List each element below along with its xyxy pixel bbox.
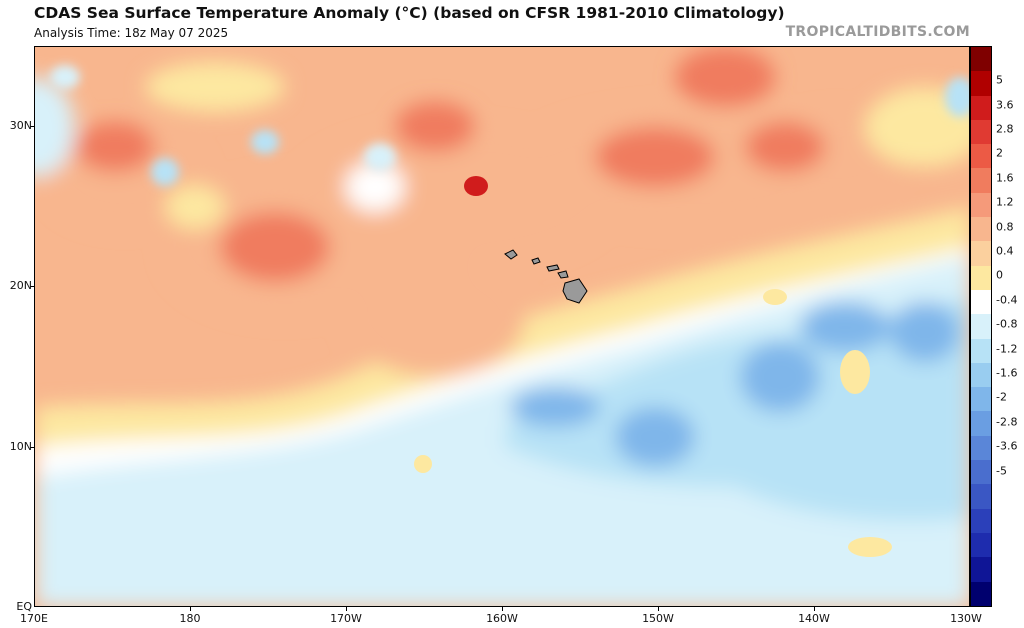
small-warm-spot bbox=[763, 289, 787, 305]
color-scale-cell bbox=[971, 314, 991, 339]
cool-patch-north bbox=[50, 65, 80, 89]
color-scale-label: -1.6 bbox=[996, 366, 1018, 380]
color-scale-cell bbox=[971, 362, 991, 388]
island-oahu bbox=[531, 257, 541, 265]
color-scale-cell bbox=[971, 411, 991, 436]
color-scale-label: 1.6 bbox=[996, 171, 1014, 185]
color-scale-cell bbox=[971, 435, 991, 461]
color-scale-label: -0.8 bbox=[996, 317, 1018, 331]
lon-label: 130W bbox=[950, 612, 982, 625]
cool-anomaly-core bbox=[740, 342, 820, 412]
color-scale-cell bbox=[971, 338, 991, 363]
color-scale-cell bbox=[971, 387, 991, 412]
lon-label: 140W bbox=[798, 612, 830, 625]
lon-tick bbox=[814, 607, 815, 611]
color-scale-cell bbox=[971, 581, 991, 606]
weak-anomaly-patch bbox=[145, 62, 285, 112]
color-scale-label: -1.2 bbox=[996, 342, 1018, 356]
lon-label: 150W bbox=[642, 612, 674, 625]
color-scale-label: 0.4 bbox=[996, 244, 1014, 258]
color-scale-label: 2.8 bbox=[996, 122, 1014, 136]
strong-warm-core bbox=[595, 127, 715, 187]
color-scale-bar bbox=[970, 46, 992, 607]
weak-anomaly-patch bbox=[165, 185, 225, 229]
weak-anomaly-patch bbox=[345, 162, 405, 212]
color-scale-cell bbox=[971, 71, 991, 96]
color-scale-cell bbox=[971, 47, 991, 72]
lat-label: 10N bbox=[9, 440, 32, 453]
cool-patch-north bbox=[945, 77, 969, 117]
color-scale-cell bbox=[971, 460, 991, 485]
strong-warm-core bbox=[220, 212, 330, 282]
hot-anomaly-core bbox=[464, 176, 488, 196]
small-warm-spot bbox=[840, 350, 870, 394]
color-scale-label: 5 bbox=[996, 73, 1003, 87]
lat-label: EQ bbox=[16, 600, 32, 613]
cool-patch-north bbox=[251, 130, 279, 154]
color-scale-label: 0.8 bbox=[996, 220, 1014, 234]
cool-anomaly-core bbox=[615, 407, 695, 467]
island-kauai bbox=[504, 249, 518, 260]
strong-warm-core bbox=[75, 122, 155, 172]
lon-label: 170W bbox=[330, 612, 362, 625]
lat-tick bbox=[30, 286, 34, 287]
color-scale-label: -3.6 bbox=[996, 439, 1018, 453]
lat-tick bbox=[30, 447, 34, 448]
cool-patch-north bbox=[364, 143, 396, 171]
island-molokai bbox=[546, 264, 560, 272]
strong-warm-core bbox=[395, 102, 475, 152]
color-scale-cell bbox=[971, 144, 991, 169]
color-scale-cell bbox=[971, 95, 991, 120]
color-scale-cell bbox=[971, 119, 991, 145]
lon-label: 170E bbox=[20, 612, 48, 625]
color-scale-cell bbox=[971, 289, 991, 315]
strong-warm-core bbox=[745, 122, 825, 172]
color-scale-label: 2 bbox=[996, 146, 1003, 160]
lat-tick bbox=[30, 126, 34, 127]
weak-anomaly-patch bbox=[865, 87, 969, 167]
island-hawaii bbox=[562, 278, 588, 304]
color-scale-cell bbox=[971, 484, 991, 509]
lat-label: 20N bbox=[9, 279, 32, 292]
color-scale-label: -0.4 bbox=[996, 293, 1018, 307]
hawaiian-islands bbox=[504, 249, 588, 304]
color-scale-cell bbox=[971, 265, 991, 290]
sst-field bbox=[35, 47, 969, 606]
color-scale-cell bbox=[971, 217, 991, 242]
lon-label: 160W bbox=[486, 612, 518, 625]
color-scale-cell bbox=[971, 168, 991, 193]
map-title: CDAS Sea Surface Temperature Anomaly (°C… bbox=[34, 4, 785, 22]
small-warm-spot bbox=[848, 537, 892, 557]
island-maui bbox=[557, 270, 569, 279]
color-scale-cell bbox=[971, 241, 991, 266]
color-scale-label: 0 bbox=[996, 268, 1003, 282]
cool-anomaly-core bbox=[800, 302, 890, 352]
brand-watermark: TROPICALTIDBITS.COM bbox=[785, 24, 970, 40]
color-scale-label: -5 bbox=[996, 464, 1007, 478]
lon-tick bbox=[346, 607, 347, 611]
warm-anomaly-patch bbox=[345, 257, 525, 377]
cool-patch-north bbox=[151, 158, 179, 186]
color-scale-cell bbox=[971, 192, 991, 218]
cool-anomaly-core bbox=[890, 302, 960, 362]
small-warm-spot bbox=[414, 455, 432, 473]
color-scale-label: -2 bbox=[996, 390, 1007, 404]
color-scale-label: -2.8 bbox=[996, 415, 1018, 429]
color-scale-cell bbox=[971, 508, 991, 533]
cool-anomaly-core bbox=[510, 387, 600, 427]
strong-warm-core bbox=[675, 47, 775, 107]
color-scale-label: 1.2 bbox=[996, 195, 1014, 209]
lat-label: 30N bbox=[9, 119, 32, 132]
color-scale-cell bbox=[971, 557, 991, 582]
weak-anomaly-patch bbox=[35, 77, 75, 177]
lon-tick bbox=[190, 607, 191, 611]
lon-label: 180 bbox=[179, 612, 201, 625]
analysis-time: Analysis Time: 18z May 07 2025 bbox=[34, 26, 229, 40]
sst-anomaly-map bbox=[34, 46, 970, 607]
lon-tick bbox=[502, 607, 503, 611]
color-scale-cell bbox=[971, 532, 991, 558]
lon-tick bbox=[658, 607, 659, 611]
color-scale-label: 3.6 bbox=[996, 98, 1014, 112]
